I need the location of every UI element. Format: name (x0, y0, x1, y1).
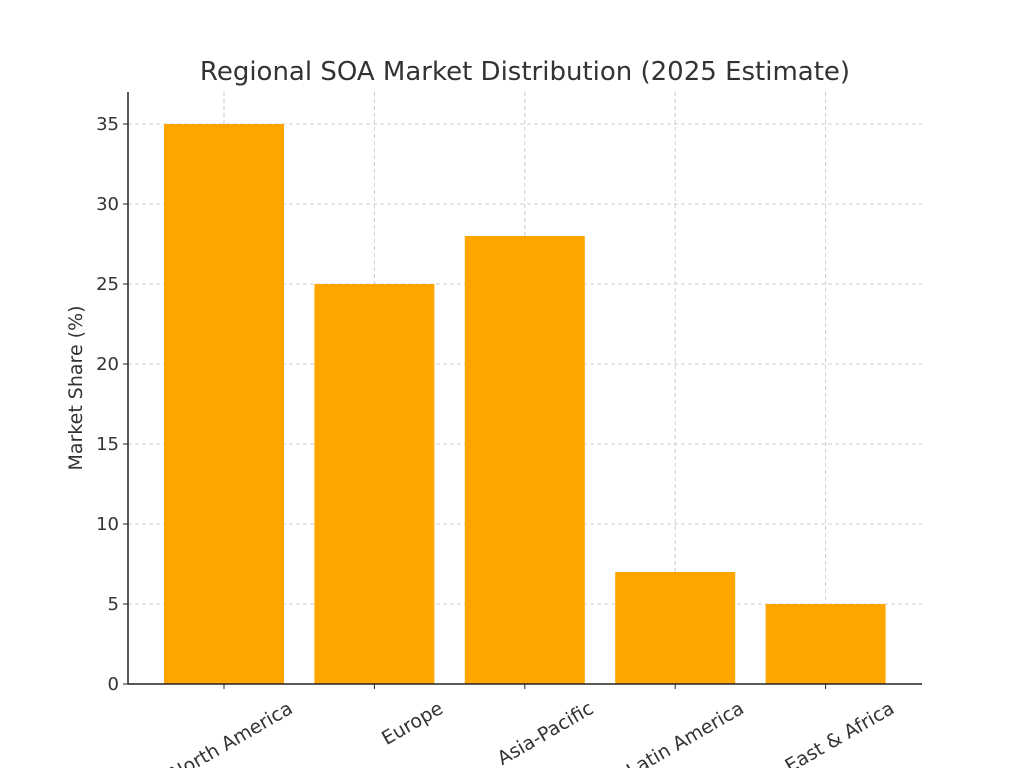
y-tick-label: 30 (96, 194, 119, 215)
y-tick-label: 10 (96, 514, 119, 535)
x-ticks: North America Europe Asia-Pacific Latin Ame… (166, 684, 898, 768)
x-tick-label: East & Africa (781, 697, 898, 768)
bar-0 (164, 124, 284, 684)
x-tick-label: Europe (378, 697, 447, 749)
bar-2 (464, 236, 585, 684)
x-tick-label: Latin America (623, 697, 748, 768)
y-tick-label: 25 (96, 274, 119, 295)
y-ticks: 0 5 10 15 20 25 30 35 (96, 114, 128, 695)
x-tick-label: Asia-Pacific (494, 697, 598, 768)
bar-4 (765, 604, 886, 684)
y-tick-label: 35 (96, 114, 119, 135)
y-tick-label: 15 (96, 434, 119, 455)
y-tick-label: 0 (108, 674, 119, 695)
axes (127, 92, 922, 685)
chart-title: Regional SOA Market Distribution (2025 E… (200, 57, 850, 87)
y-axis-label: Market Share (%) (65, 305, 87, 470)
y-tick-label: 5 (108, 594, 119, 615)
x-tick-label: North America (166, 697, 296, 768)
bar-3 (615, 572, 736, 684)
bar-1 (314, 284, 435, 684)
y-tick-label: 20 (96, 354, 119, 375)
bars (164, 124, 886, 684)
